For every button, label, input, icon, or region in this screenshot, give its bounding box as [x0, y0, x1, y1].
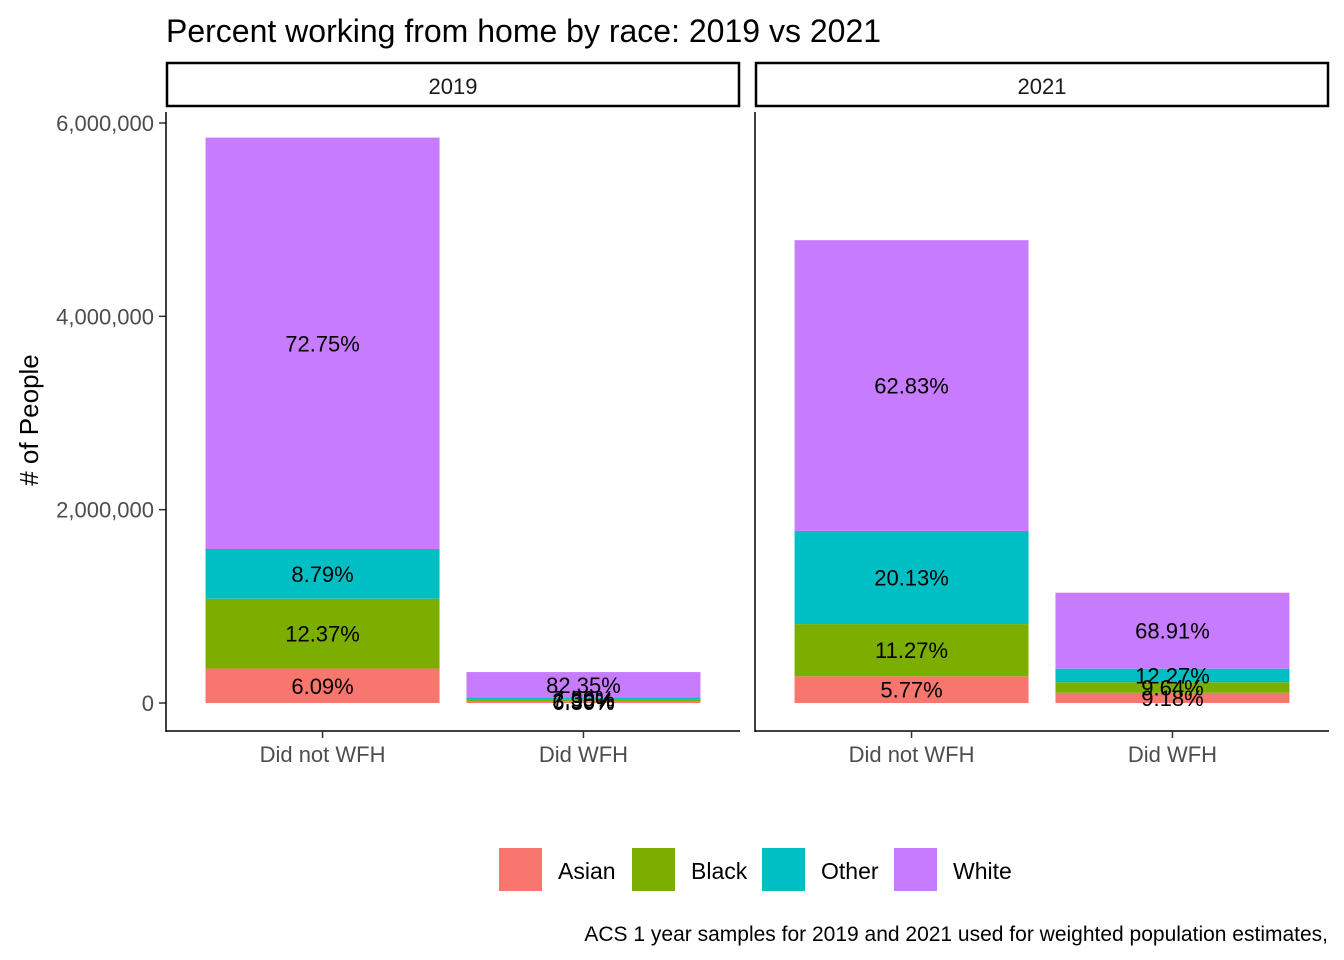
bar-data-label: 82.35%	[546, 673, 621, 698]
bar-data-label: 11.27%	[875, 638, 948, 663]
bar-data-label: 20.13%	[874, 566, 949, 591]
bar-data-label: 6.30%	[552, 690, 614, 715]
x-tick-label: Did WFH	[539, 742, 628, 767]
facet-panel-2019: 2019 Did not WFH 6.09% 12.37% 8.79% 72.75% Did…	[165, 61, 741, 767]
legend-label: Other	[821, 858, 879, 884]
legend-key	[632, 848, 675, 891]
caption: ACS 1 year samples for 2019 and 2021 use…	[584, 923, 1328, 946]
y-tick-label: 0	[142, 691, 154, 716]
y-tick-label: 2,000,000	[56, 498, 154, 523]
facet-strip	[754, 61, 1330, 108]
bar-data-label: 12.27%	[1135, 663, 1210, 688]
bar-segment-asian	[205, 668, 440, 703]
y-axis-title: # of People	[14, 354, 44, 486]
bar-segment-black	[466, 699, 701, 702]
facet-panel-2021: 2021 Did not WFH 5.77% 11.27% 20.13% 62.83% Di…	[754, 61, 1330, 767]
y-axis: 0 2,000,000 4,000,000 6,000,000	[56, 111, 166, 716]
bar-segment-black	[1055, 682, 1290, 693]
bar-data-label: 8.79%	[291, 562, 353, 587]
bar-data-label: 9.64%	[1141, 676, 1203, 701]
facet-strip-label: 2021	[1018, 74, 1067, 99]
bar-data-label: 72.75%	[285, 331, 360, 356]
x-tick-label: Did not WFH	[260, 742, 386, 767]
legend-item-black: Black	[632, 848, 748, 891]
bar-segment-black	[794, 624, 1029, 677]
legend-item-other: Other	[762, 848, 879, 891]
panels: 2019 Did not WFH 6.09% 12.37% 8.79% 72.75% Did…	[165, 61, 1330, 767]
bar-data-label: 12.37%	[285, 622, 360, 647]
legend-key	[762, 848, 805, 891]
x-tick-label: Did not WFH	[849, 742, 975, 767]
bar-segment-other	[1055, 668, 1290, 683]
facet-strip-label: 2019	[429, 74, 478, 99]
bar-data-label: 5.77%	[880, 678, 942, 703]
facet-strip	[165, 61, 741, 108]
bar-segment-other	[205, 549, 440, 599]
bar-data-label: 68.91%	[1135, 619, 1210, 644]
bar-segment-asian	[466, 701, 701, 703]
bar-segment-white	[794, 240, 1029, 531]
bar-segment-white	[466, 672, 701, 698]
bar-segment-white	[205, 137, 440, 550]
bar-segment-white	[1055, 592, 1290, 669]
bar-data-label: 7.39%	[552, 687, 614, 712]
legend-label: Asian	[558, 858, 616, 884]
legend-label: Black	[691, 858, 748, 884]
legend-key	[499, 848, 542, 891]
bar-segment-other	[794, 530, 1029, 625]
bar-data-label: 62.83%	[874, 374, 949, 399]
bar-segment-asian	[1055, 692, 1290, 703]
x-tick-label: Did WFH	[1128, 742, 1217, 767]
legend: Asian Black Other White	[499, 848, 1012, 891]
legend-key	[894, 848, 937, 891]
bar-segment-black	[205, 598, 440, 669]
bar-segment-asian	[794, 676, 1029, 703]
y-tick-label: 4,000,000	[56, 304, 154, 329]
legend-item-white: White	[894, 848, 1012, 891]
legend-item-asian: Asian	[499, 848, 616, 891]
y-tick-label: 6,000,000	[56, 111, 154, 136]
bar-segment-other	[466, 697, 701, 700]
legend-label: White	[953, 858, 1012, 884]
bar-data-label: 3.96%	[552, 688, 614, 713]
bar-data-label: 9.18%	[1141, 686, 1203, 711]
bar-data-label: 6.09%	[291, 674, 353, 699]
chart-title: Percent working from home by race: 2019 …	[166, 13, 881, 49]
